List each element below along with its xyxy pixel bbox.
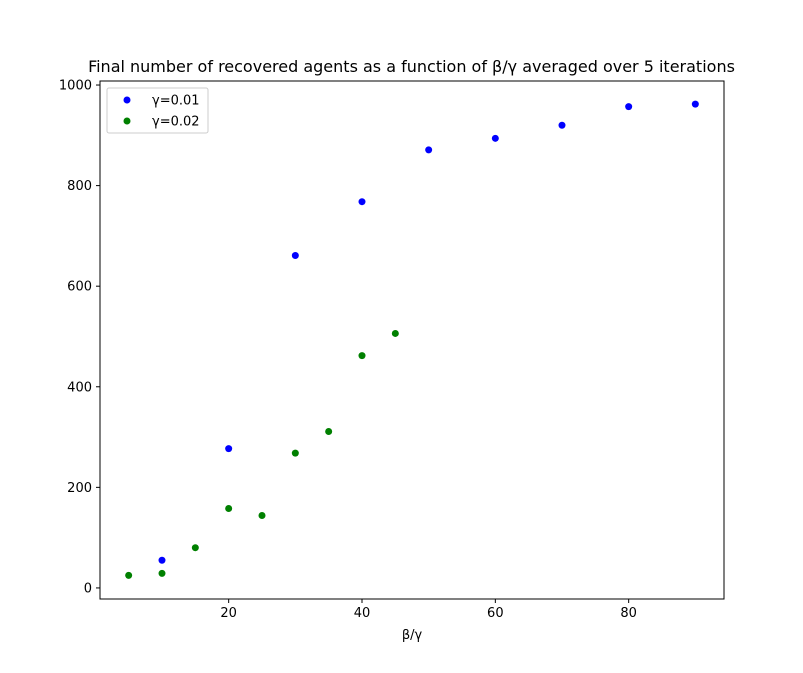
legend-frame xyxy=(106,87,209,134)
data-point-series-2 xyxy=(191,544,199,552)
data-point-series-1 xyxy=(558,121,566,129)
legend-marker-series-2 xyxy=(123,117,131,125)
legend-marker-series-1 xyxy=(123,96,131,104)
data-point-series-1 xyxy=(225,445,233,453)
y-tick-label: 800 xyxy=(67,179,92,194)
data-point-series-2 xyxy=(391,329,399,337)
x-tick-label: 60 xyxy=(487,606,504,621)
plot-area-frame xyxy=(99,80,725,600)
y-axis: 0 200 400 600 800 1000 xyxy=(59,79,100,596)
data-point-series-2 xyxy=(358,352,366,360)
data-point-series-2 xyxy=(158,569,166,577)
x-tick-label: 40 xyxy=(354,606,371,621)
x-axis: 20 40 60 80 xyxy=(220,599,637,621)
data-point-series-2 xyxy=(225,504,233,512)
x-axis-label: β/γ xyxy=(402,628,423,643)
data-point-series-1 xyxy=(158,556,166,564)
data-point-series-1 xyxy=(358,198,366,206)
legend-label-series-1: γ=0.01 xyxy=(152,94,200,109)
data-point-series-2 xyxy=(291,449,299,457)
data-point-series-1 xyxy=(691,100,699,108)
data-point-series-2 xyxy=(125,571,133,579)
data-point-series-1 xyxy=(291,252,299,260)
data-point-series-2 xyxy=(325,428,333,436)
x-tick-label: 80 xyxy=(620,606,637,621)
y-tick-label: 1000 xyxy=(59,79,92,94)
x-tick-label: 20 xyxy=(220,606,237,621)
y-tick-label: 400 xyxy=(67,380,92,395)
data-point-series-1 xyxy=(491,134,499,142)
chart-title: Final number of recovered agents as a fu… xyxy=(88,57,735,76)
legend-label-series-2: γ=0.02 xyxy=(152,115,200,130)
y-tick-label: 600 xyxy=(67,280,92,295)
y-tick-label: 200 xyxy=(67,481,92,496)
data-point-series-2 xyxy=(258,512,266,520)
y-tick-label: 0 xyxy=(84,581,92,596)
data-point-series-1 xyxy=(625,103,633,111)
data-points xyxy=(125,100,699,579)
legend: γ=0.01 γ=0.02 xyxy=(106,87,209,134)
data-point-series-1 xyxy=(425,146,433,154)
